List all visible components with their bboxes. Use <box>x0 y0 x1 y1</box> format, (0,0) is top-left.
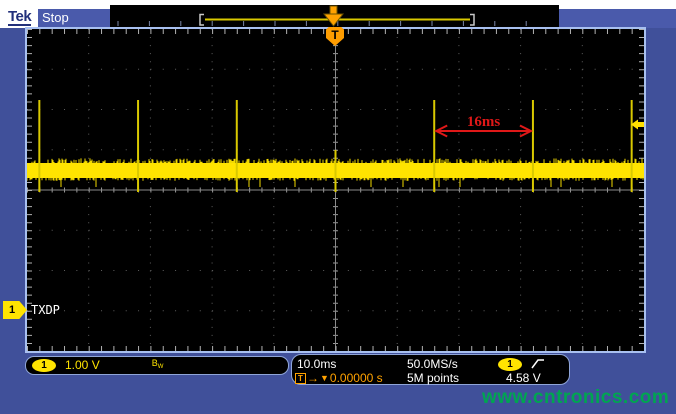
trigger-marker-icon: T <box>326 27 344 46</box>
channel-signal-label: TXDP <box>31 303 60 317</box>
sample-rate: 50.0MS/s <box>407 357 458 371</box>
trigger-level: 4.58 V <box>506 371 541 385</box>
record-view-bar <box>110 5 559 27</box>
record-length: 5M points <box>407 371 460 385</box>
channel-readout-box: 1 1.00 V BW <box>25 356 289 375</box>
tek-logo-corner: Tek <box>0 0 38 28</box>
horizontal-trigger-readout-box: 10.0ms 50.0MS/s T → ▼ 0.00000 s 5M point… <box>291 354 570 385</box>
acquisition-status: Stop <box>42 10 69 25</box>
trigger-level-arrow-icon <box>631 119 644 130</box>
annotation-16ms: 16ms <box>433 114 534 138</box>
rising-edge-icon <box>531 359 544 369</box>
ch1-ground-marker-icon: 1 <box>3 301 27 319</box>
watermark: www.cntronics.com <box>482 387 670 408</box>
bandwidth-indicator: BW <box>151 358 164 370</box>
time-per-div: 10.0ms <box>297 357 337 371</box>
ch1-badge: 1 <box>32 359 56 372</box>
trigger-position-readout: T → ▼ 0.00000 s <box>295 372 383 384</box>
down-caret-icon: ▼ <box>320 373 329 383</box>
ch1-scale: 1.00 V <box>65 358 100 372</box>
ch1-waveform <box>27 100 644 192</box>
record-window-left-bracket-icon <box>199 13 204 26</box>
trigger-t-icon: T <box>295 372 306 384</box>
svg-text:16ms: 16ms <box>467 114 500 130</box>
record-view-graphic <box>117 5 527 27</box>
record-window-right-bracket-icon <box>470 13 475 26</box>
tek-logo: Tek <box>8 8 32 26</box>
trigger-position-icon <box>322 5 345 27</box>
trigger-source-badge: 1 <box>498 358 522 371</box>
waveform-display: 16ms <box>27 29 644 351</box>
right-arrow-icon: → <box>307 371 319 385</box>
trigger-time: 0.00000 s <box>329 371 383 385</box>
